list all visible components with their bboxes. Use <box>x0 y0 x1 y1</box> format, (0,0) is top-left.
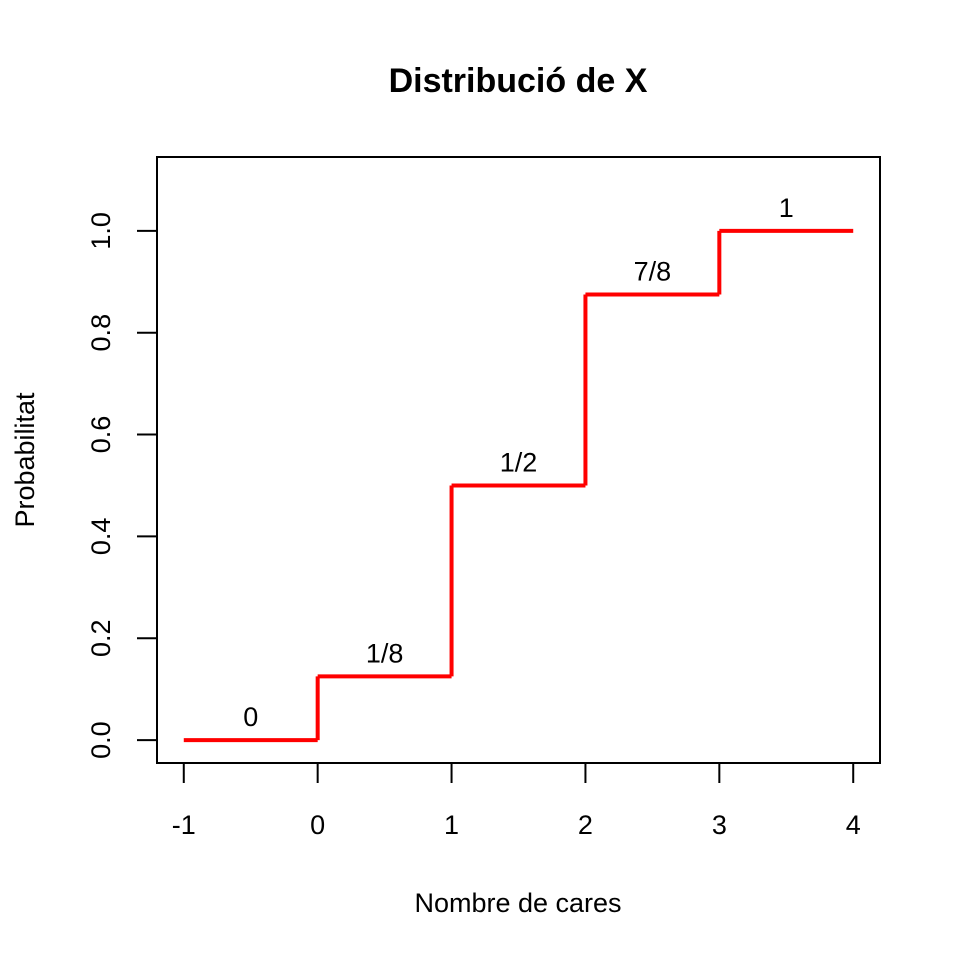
y-tick-label: 0.2 <box>86 619 116 657</box>
y-axis-label: Probabilitat <box>10 392 40 528</box>
x-tick-label: 3 <box>712 810 727 840</box>
chart-title: Distribució de X <box>389 62 648 100</box>
step-value-label: 1 <box>779 193 794 223</box>
y-tick-label: 1.0 <box>86 212 116 250</box>
x-tick-label: -1 <box>172 810 196 840</box>
x-tick-label: 2 <box>578 810 593 840</box>
y-axis: 0.0 0.2 0.4 0.6 0.8 1.0 <box>86 212 158 759</box>
x-axis-label: Nombre de cares <box>414 888 621 918</box>
x-axis: -1 0 1 2 3 4 <box>172 762 861 840</box>
step-value-label: 1/8 <box>366 638 404 668</box>
y-tick-label: 0.0 <box>86 721 116 759</box>
x-tick-label: 0 <box>310 810 325 840</box>
step-value-label: 7/8 <box>634 256 672 286</box>
step-series <box>183 228 854 743</box>
step-value-label: 0 <box>243 702 258 732</box>
x-tick-label: 4 <box>846 810 861 840</box>
y-tick-label: 0.6 <box>86 416 116 454</box>
x-tick-label: 1 <box>444 810 459 840</box>
step-value-label: 1/2 <box>500 447 538 477</box>
y-tick-label: 0.8 <box>86 314 116 352</box>
step-labels: 0 1/8 1/2 7/8 1 <box>243 193 794 732</box>
y-tick-label: 0.4 <box>86 518 116 556</box>
